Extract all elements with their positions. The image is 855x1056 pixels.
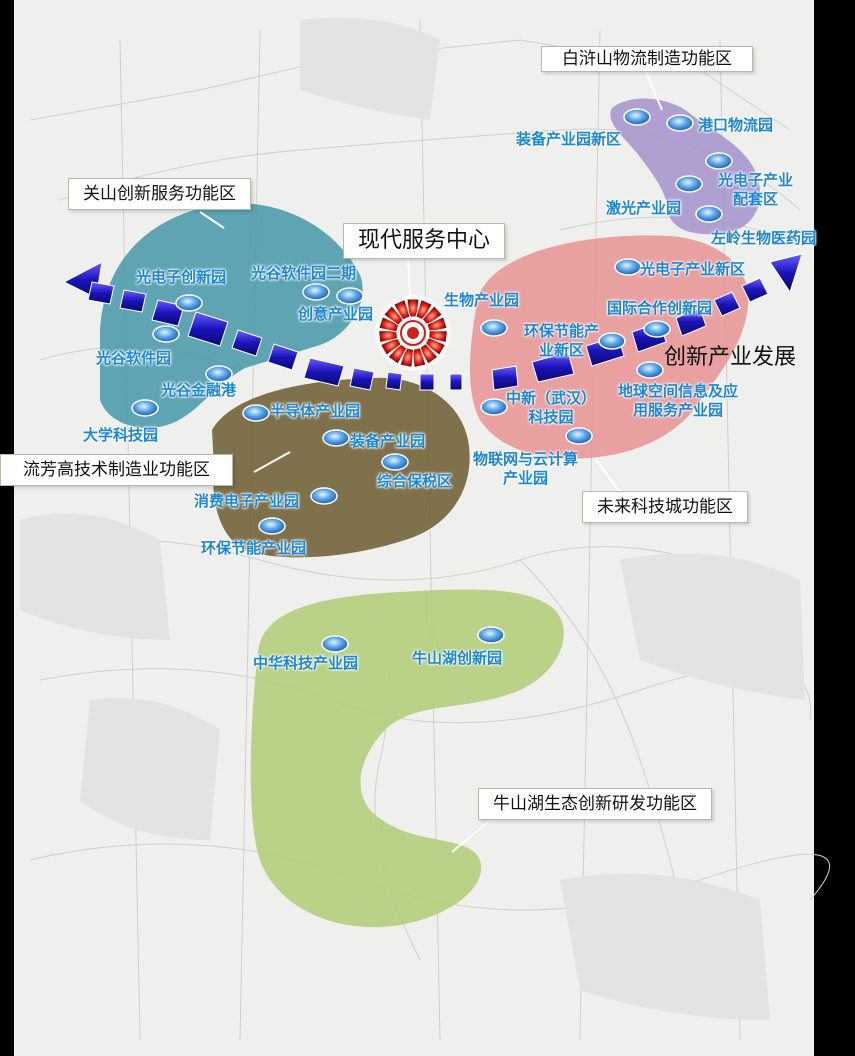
park-label-geospatial-line1: 地球空间信息及应	[618, 382, 739, 400]
marker-port-logistics	[666, 114, 694, 132]
callout-leaders	[199, 71, 663, 853]
marker-semiconductor	[242, 404, 270, 422]
zone-callout-future: 未来科技城功能区	[582, 491, 748, 523]
axis-arrowhead-east	[769, 253, 803, 294]
park-label-port-logistics: 港口物流园	[698, 116, 774, 134]
park-label-sino-singapore-line2: 科技园	[528, 408, 574, 426]
marker-laser	[675, 175, 703, 193]
park-label-env-energy-east-line2: 业新区	[539, 341, 585, 359]
park-label-optics-valley-software: 光谷软件园	[96, 349, 172, 367]
park-label-university-science-park: 大学科技园	[83, 426, 159, 444]
marker-iot-cloud	[565, 427, 593, 445]
liufang-zone-shape	[212, 377, 470, 558]
marker-zuoling-biomed	[695, 205, 723, 223]
park-label-geospatial-line2: 用服务产业园	[633, 401, 724, 419]
hub-title: 现代服务中心	[343, 223, 506, 259]
marker-geospatial	[636, 361, 664, 379]
park-label-laser: 激光产业园	[606, 199, 682, 217]
modern-service-hub-symbol	[375, 295, 451, 371]
marker-env-energy-east	[598, 332, 626, 350]
marker-bonded-zone	[381, 453, 409, 471]
marker-optics-valley-finance-port	[205, 365, 233, 383]
niushan-zone-shape	[250, 589, 564, 928]
park-label-optoelectronic-new-zone: 光电子产业新区	[640, 260, 746, 278]
zone-callout-baishan: 白浒山物流制造功能区	[541, 46, 753, 72]
park-label-optics-valley-software-phase2: 光谷软件园二期	[251, 264, 357, 282]
park-label-semiconductor: 半导体产业园	[270, 402, 361, 420]
park-label-equipment: 装备产业园	[350, 432, 426, 450]
axis-label: 创新产业发展	[664, 345, 797, 370]
park-label-sino-singapore-line1: 中新（武汉）	[506, 389, 597, 407]
park-label-intl-cooperation: 国际合作创新园	[607, 299, 713, 317]
park-label-niushan-lake-innovation: 牛山湖创新园	[412, 649, 503, 667]
base-map-blocks	[20, 17, 805, 1020]
park-label-bonded-zone: 综合保税区	[377, 472, 453, 490]
zone-callout-liufang: 流芳高技术制造业功能区	[0, 454, 233, 486]
marker-creative-industry	[336, 287, 364, 305]
marker-biotech	[480, 319, 508, 337]
park-label-creative-industry: 创意产业园	[298, 305, 374, 323]
marker-zhonghua-tech	[321, 635, 349, 653]
marker-sino-singapore	[480, 398, 508, 416]
marker-university-science-park	[131, 399, 159, 417]
park-label-optoelectronic-support: 光电子产业 配套区	[718, 171, 793, 209]
park-label-equipment-new-zone: 装备产业园新区	[516, 130, 622, 148]
park-label-env-energy-east-line1: 环保节能产	[524, 322, 600, 340]
guanshan-zone-shape	[100, 203, 363, 428]
marker-equipment	[322, 429, 350, 447]
park-label-sino-singapore: 中新（武汉） 科技园	[506, 389, 596, 427]
marker-env-energy-west	[258, 517, 286, 535]
hub-leader-line	[407, 255, 411, 297]
zone-callout-niushan: 牛山湖生态创新研发功能区	[478, 788, 712, 820]
marker-optics-valley-software-phase2	[302, 283, 330, 301]
park-label-biotech: 生物产业园	[444, 291, 520, 309]
park-label-iot-cloud-line1: 物联网与云计算	[473, 450, 579, 468]
park-label-geospatial: 地球空间信息及应 用服务产业园	[618, 382, 738, 420]
zone-callout-guanshan: 关山创新服务功能区	[68, 178, 251, 210]
marker-intl-cooperation	[643, 320, 671, 338]
park-label-iot-cloud-line2: 产业园	[503, 469, 549, 487]
park-label-optoelectronic-support-line2: 配套区	[733, 190, 779, 208]
marker-consumer-electronics	[310, 487, 338, 505]
marker-optoelectronic-support	[705, 152, 733, 170]
guanshan-leader-line	[199, 211, 225, 229]
park-label-optoelectronic-innovation: 光电子创新园	[136, 268, 227, 286]
park-label-env-energy-east: 环保节能产 业新区	[524, 322, 599, 360]
park-markers	[131, 108, 733, 653]
park-label-zhonghua-tech: 中华科技产业园	[253, 654, 359, 672]
marker-optics-valley-software	[152, 325, 180, 343]
future-leader-line	[595, 459, 621, 493]
baishan-zone-shape	[610, 98, 761, 235]
marker-optoelectronic-innovation	[175, 294, 203, 312]
park-label-optics-valley-finance-port: 光谷金融港	[161, 381, 237, 399]
park-label-env-energy-west: 环保节能产业园	[201, 539, 307, 557]
niushan-leader-line	[451, 821, 489, 853]
marker-optoelectronic-new-zone	[614, 258, 642, 276]
park-label-consumer-electronics: 消费电子产业园	[194, 492, 300, 510]
park-label-iot-cloud: 物联网与云计算 产业园	[473, 450, 578, 488]
liufang-leader-line	[253, 451, 291, 473]
marker-equipment-new-zone	[623, 108, 651, 126]
baishan-leader-line	[645, 71, 663, 111]
park-label-zuoling-biomed: 左岭生物医药园	[711, 229, 817, 247]
park-label-optoelectronic-support-line1: 光电子产业	[718, 171, 794, 189]
marker-niushan-lake-innovation	[477, 626, 505, 644]
